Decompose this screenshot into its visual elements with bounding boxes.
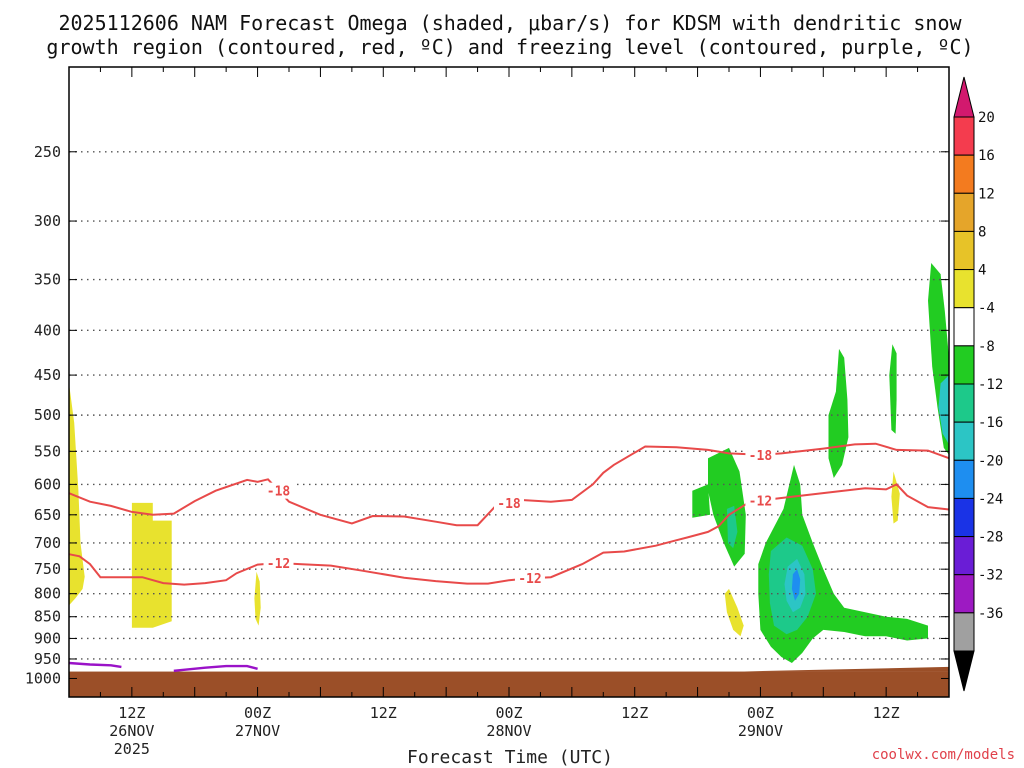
y-tick-label: 700: [34, 534, 61, 552]
contour-label: -18: [749, 449, 773, 464]
colorbar-segment: [953, 459, 975, 499]
y-tick-label: 350: [34, 271, 61, 289]
colorbar-segment: [953, 116, 975, 156]
freezing-level-line: [173, 664, 258, 672]
x-tick-label: 00Z: [495, 704, 522, 722]
x-tick-label: 28NOV: [486, 722, 531, 740]
colorbar-label: -28: [978, 530, 1003, 546]
gridlines: [69, 151, 949, 680]
contour-label-bg: [494, 494, 524, 511]
y-tick-label: 300: [34, 212, 61, 230]
contour-label: -18: [267, 485, 291, 500]
x-tick-label: 27NOV: [235, 722, 280, 740]
y-tick-label: 500: [34, 406, 61, 424]
x-tick-label: 26NOV: [109, 722, 154, 740]
y-tick-label: 1000: [25, 669, 61, 687]
x-tick-label: 12Z: [118, 704, 145, 722]
contour-label-bg: [263, 482, 294, 499]
colorbar-segment: [953, 421, 975, 461]
omega-region: [724, 588, 744, 637]
colorbar-segment: [953, 612, 975, 652]
x-axis-label: Forecast Time (UTC): [407, 747, 613, 768]
colorbar-segment: [953, 192, 975, 232]
colorbar-top-arrow: [953, 76, 975, 118]
colorbar-segment: [953, 230, 975, 271]
y-tick-label: 850: [34, 608, 61, 626]
y-tick-label: 550: [34, 442, 61, 460]
omega-region: [938, 375, 949, 445]
omega-region: [891, 471, 900, 524]
y-tick-label: 750: [34, 560, 61, 578]
colorbar-label: 16: [978, 148, 995, 164]
colorbar-segment: [953, 536, 975, 576]
x-tick-label: 00Z: [244, 704, 271, 722]
colorbar-segment: [953, 383, 975, 423]
chart-title-line-1: 2025112606 NAM Forecast Omega (shaded, μ…: [58, 11, 962, 35]
y-tick-label: 900: [34, 629, 61, 647]
y-axis-ticks: 250 300 350 400 450 500 550 600 650 700 750 800 850 9…: [25, 143, 949, 687]
omega-region: [889, 344, 897, 434]
omega-region: [791, 569, 801, 601]
x-tick-label: 12Z: [370, 704, 397, 722]
y-tick-label: 650: [34, 506, 61, 524]
colorbar-label: -4: [978, 301, 995, 317]
omega-region: [726, 505, 738, 549]
contour-label: -12: [518, 572, 541, 587]
y-tick-label: 800: [34, 585, 61, 603]
x-tick-label: 00Z: [747, 704, 774, 722]
colorbar-label: -12: [978, 377, 1003, 393]
freezing-level-contours: [68, 661, 258, 672]
y-tick-label: 250: [34, 143, 61, 161]
omega-region: [692, 484, 711, 518]
omega-region: [131, 502, 172, 628]
terrain-band: [739, 666, 949, 672]
colorbar-label: -36: [978, 606, 1003, 622]
colorbar-segment: [953, 307, 975, 347]
colorbar-segment: [953, 154, 975, 194]
colorbar-label: -32: [978, 568, 1003, 584]
y-tick-label: 400: [34, 321, 61, 339]
contour-label: -18: [497, 497, 521, 512]
chart-title-line-2: growth region (contoured, red, ºC) and f…: [46, 35, 973, 59]
colorbar-segment: [953, 497, 975, 538]
colorbar-label: 12: [978, 186, 995, 202]
colorbar-label: -8: [978, 339, 995, 355]
x-tick-label: 12Z: [621, 704, 648, 722]
colorbar-label: 4: [978, 263, 986, 279]
y-tick-label: 600: [34, 475, 61, 493]
colorbar-segment: [953, 574, 975, 614]
y-tick-label: 950: [34, 650, 61, 668]
temperature-contours: -18 -18 -18 -12 -12 -12: [68, 442, 950, 587]
colorbar-label: -20: [978, 453, 1003, 469]
contour-label: -12: [749, 495, 772, 510]
credit-text: coolwx.com/models: [872, 747, 1015, 763]
contour-label-bg: [263, 555, 294, 572]
colorbar-segment: [953, 345, 975, 385]
x-tick-label: 29NOV: [738, 722, 783, 740]
colorbar-label: 20: [978, 110, 995, 126]
y-tick-label: 450: [34, 366, 61, 384]
colorbar: 20 16 12 8 4 -4 -8 -12 -16 -20 -24 -28 -32 -36: [953, 76, 1003, 692]
omega-region: [708, 447, 746, 567]
colorbar-bottom-arrow: [953, 650, 975, 692]
colorbar-label: -16: [978, 415, 1003, 431]
colorbar-segment: [953, 269, 975, 309]
colorbar-label: 8: [978, 224, 986, 240]
omega-region: [254, 571, 261, 626]
colorbar-label: -24: [978, 491, 1003, 507]
contour-label-bg: [745, 446, 776, 463]
freezing-level-line: [68, 661, 122, 669]
contour-label-bg: [514, 570, 545, 587]
contour-label-bg: [745, 492, 776, 509]
contour-label: -12: [267, 557, 290, 572]
omega-region: [69, 383, 85, 606]
x-tick-label: 2025: [114, 740, 150, 758]
x-tick-label: 12Z: [873, 704, 900, 722]
omega-shading: [69, 263, 949, 663]
